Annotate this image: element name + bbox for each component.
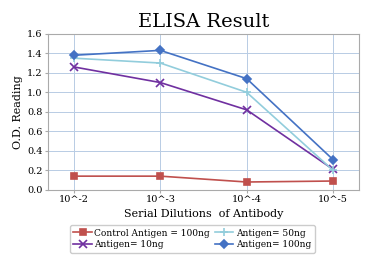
X-axis label: Serial Dilutions  of Antibody: Serial Dilutions of Antibody bbox=[124, 209, 283, 218]
Control Antigen = 100ng bbox=[72, 175, 76, 178]
Antigen= 100ng bbox=[331, 158, 335, 161]
Title: ELISA Result: ELISA Result bbox=[138, 13, 269, 31]
Antigen= 10ng bbox=[331, 168, 335, 171]
Antigen= 100ng bbox=[245, 77, 249, 80]
Line: Antigen= 10ng: Antigen= 10ng bbox=[70, 63, 337, 173]
Y-axis label: O.D. Reading: O.D. Reading bbox=[13, 75, 23, 149]
Antigen= 50ng bbox=[158, 62, 162, 65]
Antigen= 100ng bbox=[72, 54, 76, 57]
Antigen= 50ng bbox=[331, 169, 335, 172]
Antigen= 10ng bbox=[158, 81, 162, 84]
Antigen= 50ng bbox=[72, 57, 76, 60]
Antigen= 10ng bbox=[72, 65, 76, 68]
Legend: Control Antigen = 100ng, Antigen= 10ng, Antigen= 50ng, Antigen= 100ng: Control Antigen = 100ng, Antigen= 10ng, … bbox=[70, 225, 315, 253]
Line: Control Antigen = 100ng: Control Antigen = 100ng bbox=[71, 173, 336, 185]
Control Antigen = 100ng bbox=[331, 179, 335, 183]
Antigen= 50ng bbox=[245, 91, 249, 94]
Antigen= 10ng bbox=[245, 108, 249, 112]
Antigen= 100ng bbox=[158, 49, 162, 52]
Line: Antigen= 50ng: Antigen= 50ng bbox=[70, 54, 337, 174]
Line: Antigen= 100ng: Antigen= 100ng bbox=[71, 48, 336, 162]
Control Antigen = 100ng bbox=[245, 180, 249, 184]
Control Antigen = 100ng bbox=[158, 175, 162, 178]
